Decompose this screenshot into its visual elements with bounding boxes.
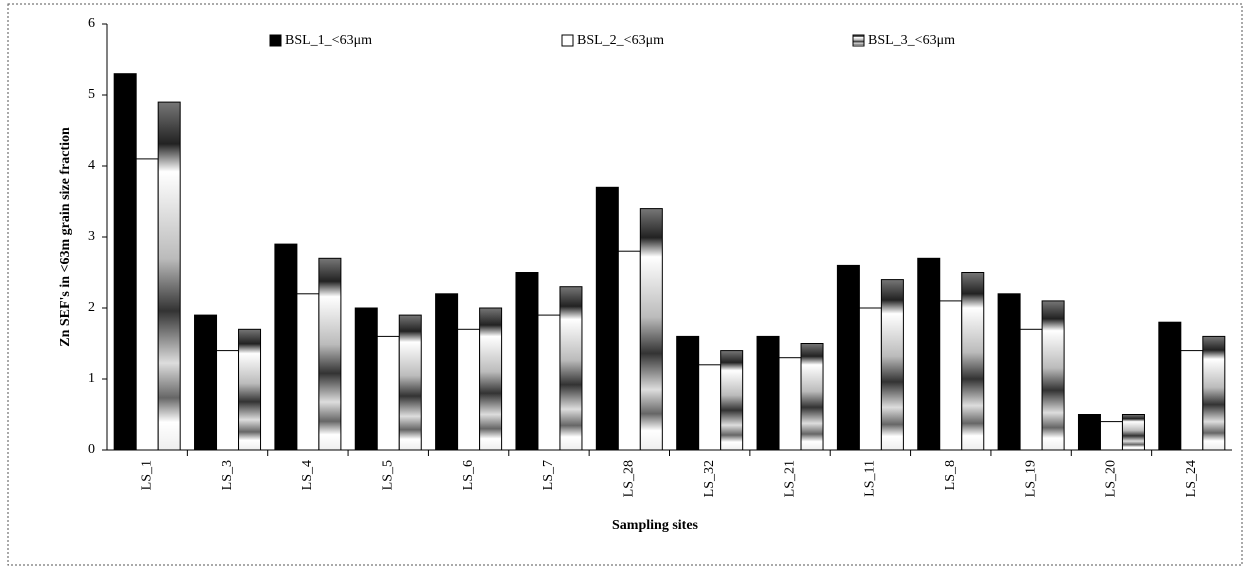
bar <box>398 314 422 451</box>
x-tick-label: LS_21 <box>782 460 797 497</box>
bar <box>216 350 240 451</box>
bar <box>238 328 262 451</box>
bar <box>1077 414 1101 451</box>
bar <box>997 293 1021 451</box>
bar <box>376 335 400 451</box>
legend-swatch <box>269 34 282 47</box>
bar <box>778 357 802 451</box>
bar <box>113 73 137 451</box>
x-axis-label: Sampling sites <box>612 518 699 533</box>
legend-label: BSL_2_<63μm <box>577 33 664 48</box>
bar <box>537 314 561 451</box>
x-tick-label: LS_8 <box>943 460 958 490</box>
bar <box>194 314 218 451</box>
bar <box>720 350 744 451</box>
x-tick-label: LS_5 <box>380 460 395 490</box>
x-tick-label: LS_11 <box>863 460 878 497</box>
bar <box>274 243 298 451</box>
x-tick-label: LS_7 <box>541 460 556 490</box>
bar <box>595 186 619 451</box>
bar <box>676 335 700 451</box>
bar <box>135 158 159 451</box>
bar <box>800 343 824 451</box>
x-tick-label: LS_20 <box>1104 460 1119 497</box>
legend-swatch <box>852 34 865 47</box>
bar <box>639 208 663 451</box>
x-tick-label: LS_3 <box>220 460 235 490</box>
bar <box>756 335 780 451</box>
bar <box>1158 321 1182 451</box>
y-tick-label: 2 <box>88 300 95 315</box>
bar <box>961 272 985 451</box>
y-axis-label: Zn SEF's in <63m grain size fraction <box>58 127 73 347</box>
bar <box>880 279 904 451</box>
bar <box>617 250 641 451</box>
bar <box>559 286 583 451</box>
bar <box>836 264 860 451</box>
y-tick-label: 1 <box>88 371 95 386</box>
bar <box>1180 350 1204 451</box>
bar <box>939 300 963 451</box>
bar <box>157 101 181 451</box>
y-tick-label: 5 <box>88 87 95 102</box>
x-tick-label: LS_4 <box>300 460 315 490</box>
y-tick-label: 3 <box>88 229 95 244</box>
x-tick-label: LS_32 <box>702 460 717 497</box>
bar <box>917 257 941 451</box>
y-tick-label: 6 <box>88 16 95 31</box>
x-tick-label: LS_19 <box>1023 460 1038 497</box>
frame <box>7 3 1243 566</box>
x-tick-label: LS_1 <box>139 460 154 490</box>
bar <box>1121 414 1145 451</box>
bar <box>457 328 481 451</box>
bar <box>1202 335 1226 451</box>
x-tick-label: LS_28 <box>622 460 637 497</box>
bar <box>479 307 503 451</box>
bar <box>698 364 722 451</box>
legend-label: BSL_1_<63μm <box>285 33 372 48</box>
legend-swatch <box>561 34 574 47</box>
legend-label: BSL_3_<63μm <box>868 33 955 48</box>
bar <box>1041 300 1065 451</box>
bar <box>354 307 378 451</box>
bar <box>318 257 342 451</box>
bar <box>858 307 882 451</box>
x-tick-label: LS_6 <box>461 460 476 490</box>
bar <box>296 293 320 451</box>
bar <box>1099 421 1123 451</box>
bar <box>515 272 539 451</box>
y-tick-label: 0 <box>88 442 95 457</box>
bar <box>435 293 459 451</box>
y-tick-label: 4 <box>88 158 95 173</box>
bar <box>1019 328 1043 451</box>
x-tick-label: LS_24 <box>1184 460 1199 497</box>
